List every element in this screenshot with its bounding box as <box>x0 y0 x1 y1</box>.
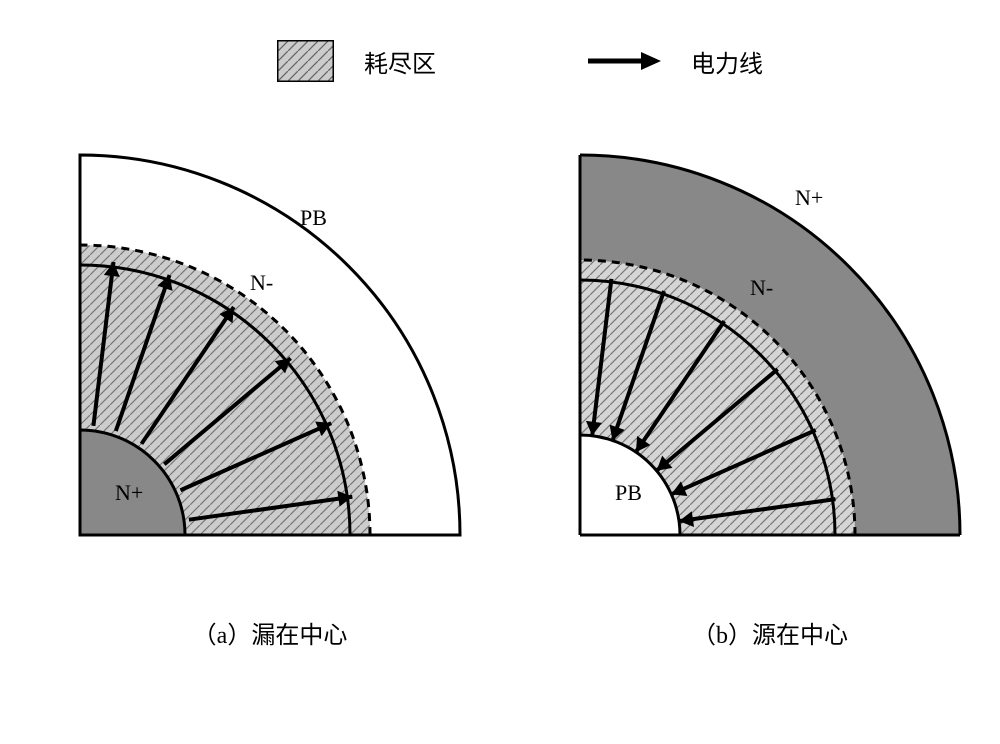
legend: 耗尽区 电力线 <box>20 40 1000 82</box>
diagrams-row: PB N- N+ （a）漏在中心 N+ N- PB （b）源在中心 <box>20 140 1000 650</box>
legend-depletion: 耗尽区 <box>277 40 436 82</box>
legend-depletion-label: 耗尽区 <box>364 44 436 79</box>
caption-b: （b）源在中心 <box>555 615 985 650</box>
svg-text:N-: N- <box>250 270 273 295</box>
panel-b: N+ N- PB （b）源在中心 <box>555 140 985 650</box>
panel-a: PB N- N+ （a）漏在中心 <box>55 140 485 650</box>
svg-text:PB: PB <box>615 480 642 505</box>
legend-fieldline-label: 电力线 <box>691 44 763 79</box>
legend-swatch-depletion <box>277 40 334 82</box>
svg-text:PB: PB <box>300 205 327 230</box>
legend-arrow-icon <box>586 46 661 76</box>
figure-container: 耗尽区 电力线 PB N- N+ （a）漏在中心 N+ N- PB （b）源在中心 <box>20 20 1000 724</box>
svg-text:N-: N- <box>750 275 773 300</box>
svg-text:N+: N+ <box>795 185 823 210</box>
legend-fieldline: 电力线 <box>586 44 763 79</box>
diagram-b-svg: N+ N- PB <box>570 140 970 550</box>
svg-text:N+: N+ <box>115 480 143 505</box>
caption-a: （a）漏在中心 <box>55 615 485 650</box>
diagram-a-svg: PB N- N+ <box>70 140 470 550</box>
